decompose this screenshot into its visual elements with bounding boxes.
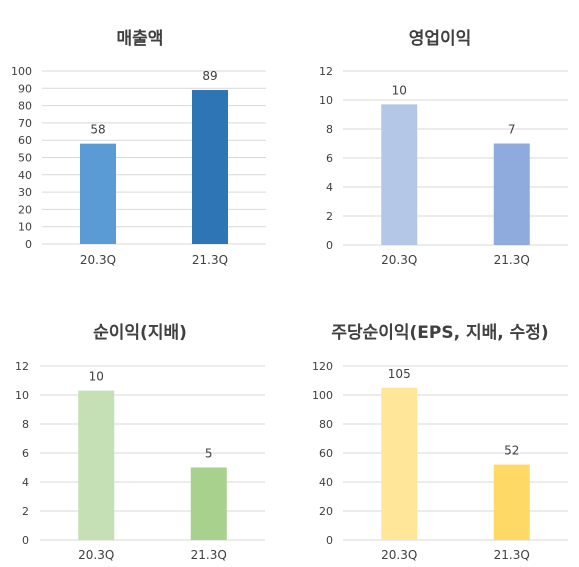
y-tick-label: 10 xyxy=(15,389,29,402)
bar-21.3Q xyxy=(190,467,227,540)
x-category-label: 21.3Q xyxy=(191,548,227,562)
y-tick-label: 12 xyxy=(319,65,333,78)
y-tick-label: 0 xyxy=(326,239,333,252)
x-category-label: 21.3Q xyxy=(192,253,228,267)
y-tick-label: 4 xyxy=(22,476,29,489)
y-tick-label: 120 xyxy=(312,360,333,373)
bar-20.3Q xyxy=(381,104,418,245)
y-tick-label: 70 xyxy=(18,117,32,130)
chart-title: 순이익(지배) xyxy=(93,323,187,343)
y-tick-label: 0 xyxy=(326,534,333,547)
y-tick-label: 100 xyxy=(312,389,333,402)
y-tick-label: 60 xyxy=(18,134,32,147)
y-tick-label: 80 xyxy=(319,418,333,431)
data-label: 89 xyxy=(202,69,217,83)
y-tick-label: 10 xyxy=(319,94,333,107)
data-label: 7 xyxy=(508,123,516,137)
y-tick-label: 12 xyxy=(15,360,29,373)
bar-20.3Q xyxy=(80,143,116,244)
y-tick-label: 40 xyxy=(18,169,32,182)
y-tick-label: 30 xyxy=(18,186,32,199)
y-tick-label: 8 xyxy=(22,418,29,431)
x-category-label: 21.3Q xyxy=(494,548,530,562)
y-tick-label: 90 xyxy=(18,82,32,95)
y-tick-label: 2 xyxy=(326,210,333,223)
x-category-label: 20.3Q xyxy=(80,253,116,267)
data-label: 10 xyxy=(392,83,407,97)
data-label: 105 xyxy=(388,367,411,381)
x-category-label: 20.3Q xyxy=(381,548,417,562)
data-label: 5 xyxy=(205,447,213,461)
y-tick-label: 6 xyxy=(326,152,333,165)
y-tick-label: 20 xyxy=(319,505,333,518)
data-label: 52 xyxy=(504,444,519,458)
chart-title: 주당순이익(EPS, 지배, 수정) xyxy=(331,323,548,343)
bar-20.3Q xyxy=(381,387,418,540)
bar-21.3Q xyxy=(192,90,228,244)
y-tick-label: 0 xyxy=(22,534,29,547)
y-tick-label: 50 xyxy=(18,152,32,165)
chart-title: 매출액 xyxy=(117,29,164,49)
y-tick-label: 80 xyxy=(18,100,32,113)
y-tick-label: 2 xyxy=(22,505,29,518)
y-tick-label: 6 xyxy=(22,447,29,460)
y-tick-label: 10 xyxy=(18,221,32,234)
y-tick-label: 4 xyxy=(326,181,333,194)
y-tick-label: 8 xyxy=(326,123,333,136)
x-category-label: 21.3Q xyxy=(494,253,530,267)
y-tick-label: 60 xyxy=(319,447,333,460)
bar-21.3Q xyxy=(493,143,530,245)
bar-21.3Q xyxy=(493,464,530,540)
bar-20.3Q xyxy=(78,390,115,540)
y-tick-label: 100 xyxy=(11,65,32,78)
data-label: 58 xyxy=(90,123,105,137)
y-tick-label: 0 xyxy=(25,238,32,251)
x-category-label: 20.3Q xyxy=(78,548,114,562)
data-label: 10 xyxy=(89,370,104,384)
x-category-label: 20.3Q xyxy=(381,253,417,267)
y-tick-label: 20 xyxy=(18,203,32,216)
chart-title: 영업이익 xyxy=(409,29,472,49)
y-tick-label: 40 xyxy=(319,476,333,489)
